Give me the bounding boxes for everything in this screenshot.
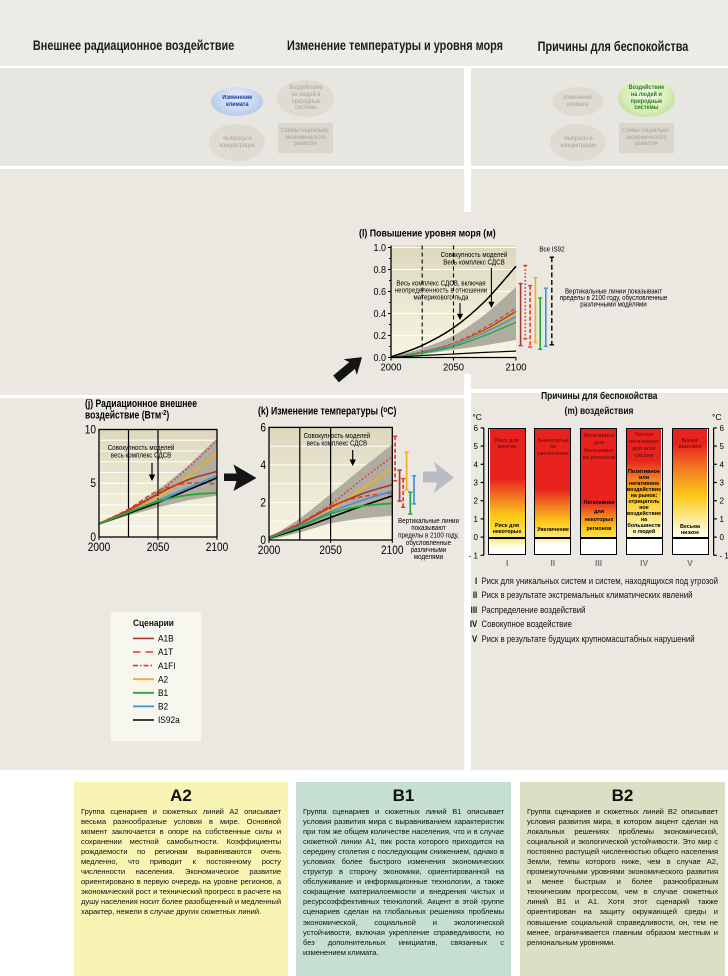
svg-text:°C: °C	[712, 412, 722, 422]
svg-text:0.8: 0.8	[373, 265, 386, 277]
svg-text:0: 0	[720, 533, 725, 542]
svg-text:A1FI: A1FI	[158, 660, 176, 671]
svg-text:воздействие (Втм-2): воздействие (Втм-2)	[85, 409, 169, 421]
svg-text:6: 6	[720, 424, 725, 433]
svg-text:пределы в 2100 году,: пределы в 2100 году,	[398, 532, 459, 540]
svg-text:Совокупность моделей: Совокупность моделей	[108, 444, 175, 453]
svg-text:1: 1	[720, 515, 725, 524]
svg-text:пределы в 2100 году, обусловле: пределы в 2100 году, обусловленные	[560, 294, 668, 303]
svg-text:0.0: 0.0	[373, 353, 386, 365]
svg-text:B1: B1	[158, 688, 168, 699]
svg-text:моделями: моделями	[414, 554, 443, 562]
svg-text:5: 5	[90, 478, 96, 491]
svg-text:обусловленные: обусловленные	[406, 538, 451, 547]
svg-text:B2: B2	[158, 701, 168, 712]
svg-text:Весь комплекс СДСВ: Весь комплекс СДСВ	[443, 259, 505, 267]
svg-text:1: 1	[474, 515, 479, 524]
svg-text:Вертикальные линии: Вертикальные линии	[398, 518, 459, 526]
svg-text:весь комплекс СДСВ: весь комплекс СДСВ	[111, 452, 172, 460]
svg-text:весь комплекс СДСВ: весь комплекс СДСВ	[307, 440, 368, 448]
svg-text:0.4: 0.4	[373, 309, 386, 321]
svg-text:Вертикальные линии показывают: Вертикальные линии показывают	[565, 288, 663, 296]
svg-text:0: 0	[90, 531, 96, 544]
svg-text:Совокупность моделей: Совокупность моделей	[441, 251, 508, 260]
svg-text:IS92a: IS92a	[158, 715, 180, 726]
svg-text:2050: 2050	[147, 541, 170, 554]
svg-text:0.2: 0.2	[373, 331, 386, 343]
svg-text:1.0: 1.0	[373, 243, 386, 255]
svg-text:2: 2	[474, 497, 479, 506]
svg-text:2100: 2100	[506, 362, 527, 374]
svg-text:различными: различными	[411, 547, 447, 555]
svg-text:(l) Повышение уровня моря (м): (l) Повышение уровня моря (м)	[359, 228, 496, 240]
svg-text:(k) Изменение температуры (оC): (k) Изменение температуры (оC)	[258, 404, 396, 418]
svg-text:(j) Радиационное внешнее: (j) Радиационное внешнее	[85, 398, 197, 410]
svg-text:Весь комплекс СДСВ, включая: Весь комплекс СДСВ, включая	[396, 280, 485, 288]
svg-text:A1B: A1B	[158, 633, 174, 644]
svg-text:5: 5	[474, 442, 479, 451]
svg-text:2: 2	[720, 497, 725, 506]
svg-text:материкового льда: материкового льда	[414, 294, 469, 302]
svg-text:2050: 2050	[319, 544, 342, 557]
svg-text:показывают: показывают	[411, 525, 446, 533]
svg-text:6: 6	[260, 422, 266, 435]
svg-text:°C: °C	[472, 412, 482, 422]
svg-text:2050: 2050	[443, 362, 464, 374]
svg-text:различными моделями: различными моделями	[580, 301, 647, 309]
svg-text:0.6: 0.6	[373, 287, 386, 299]
svg-text:3: 3	[474, 479, 479, 488]
svg-text:0: 0	[474, 533, 479, 542]
svg-text:2100: 2100	[206, 541, 229, 554]
svg-text:0: 0	[260, 534, 266, 547]
svg-text:2000: 2000	[88, 541, 111, 554]
svg-text:3: 3	[720, 479, 725, 488]
svg-text:Все IS92: Все IS92	[539, 246, 564, 254]
svg-text:2000: 2000	[258, 544, 281, 557]
svg-text:10: 10	[85, 424, 96, 437]
svg-text:6: 6	[474, 424, 479, 433]
svg-text:4: 4	[474, 460, 479, 469]
svg-text:2: 2	[260, 497, 266, 510]
svg-text:- 1: - 1	[720, 551, 728, 560]
svg-text:A2: A2	[158, 674, 168, 685]
svg-text:неопределенность в отношении: неопределенность в отношении	[395, 287, 488, 295]
svg-text:- 1: - 1	[469, 551, 479, 560]
svg-text:2000: 2000	[381, 362, 402, 374]
svg-text:4: 4	[720, 460, 725, 469]
svg-text:A1T: A1T	[158, 647, 174, 658]
svg-text:Совокупность моделей: Совокупность моделей	[304, 432, 371, 441]
svg-text:4: 4	[260, 459, 266, 472]
svg-text:5: 5	[720, 442, 725, 451]
svg-text:2100: 2100	[381, 544, 404, 557]
